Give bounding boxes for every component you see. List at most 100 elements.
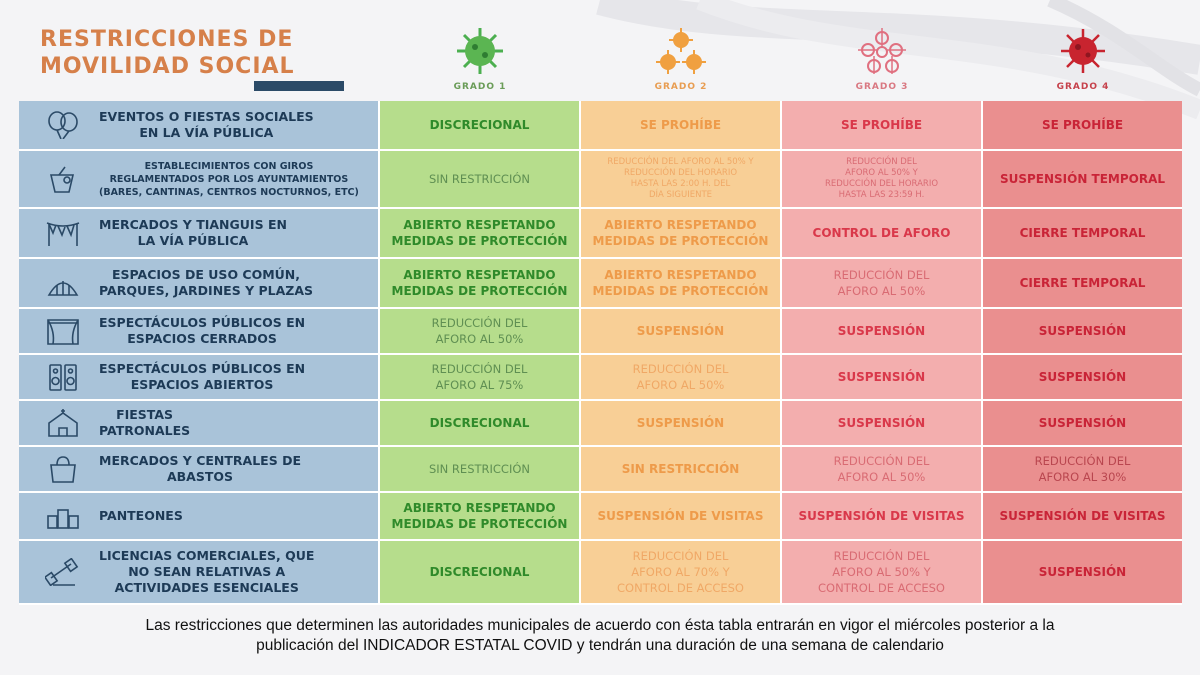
category-line: ABASTOS (166, 469, 234, 484)
restriction-cell-g2: REDUCCIÓN DEL AFORO AL 70% Y CONTROL DE AC… (580, 540, 782, 605)
restriction-cell-g4: SUSPENSIÓN (982, 540, 1182, 605)
restriction-cell-g3: REDUCCIÓN DEL AFORO AL 50% (781, 258, 983, 309)
restriction-cell-g1: DISCRECIONAL (379, 400, 581, 447)
restriction-text: AFORO AL 50% (435, 332, 524, 346)
category-label: ESPECTÁCULOS PÚBLICOS EN ESPACIOS CERRADO… (99, 315, 305, 347)
category-cell: MERCADOS Y TIANGUIS EN LA VÍA PÚBLICA (19, 208, 380, 259)
restriction-text: AFORO AL 30% (1038, 470, 1127, 484)
restriction-text: CONTROL DE AFORO (812, 226, 951, 240)
restriction-cell-g2: ABIERTO RESPETANDO MEDIDAS DE PROTECCIÓN (580, 258, 782, 309)
virus-green-icon (457, 28, 503, 74)
restriction-text: ABIERTO RESPETANDO (604, 268, 757, 282)
restriction-cell-g4: REDUCCIÓN DEL AFORO AL 30% (982, 446, 1182, 493)
category-label: ESPECTÁCULOS PÚBLICOS EN ESPACIOS ABIERTO… (99, 361, 305, 393)
restriction-cell-g4: CIERRE TEMPORAL (982, 208, 1182, 259)
restriction-text: SUSPENSIÓN (837, 416, 926, 430)
drink-icon (49, 166, 75, 193)
restriction-text: REDUCCIÓN DEL (431, 362, 528, 376)
restriction-text: AFORO AL 75% (435, 378, 524, 392)
category-line: FIESTAS (116, 407, 174, 422)
tombs-icon (47, 509, 79, 529)
restriction-cell-g4: CIERRE TEMPORAL (982, 258, 1182, 309)
restriction-cell-g1: SIN RESTRICCIÓN (379, 446, 581, 493)
category-label: FIESTAS PATRONALES (99, 407, 190, 439)
restriction-cell-g1: SIN RESTRICCIÓN (379, 150, 581, 209)
restriction-cell-g1: REDUCCIÓN DEL AFORO AL 75% (379, 354, 581, 401)
restriction-text: REDUCCIÓN DEL (431, 316, 528, 330)
restriction-text: MEDIDAS DE PROTECCIÓN (391, 284, 568, 298)
restriction-cell-g4: SUSPENSIÓN (982, 354, 1182, 401)
category-label: PANTEONES (99, 508, 183, 524)
restriction-cell-g4: SUSPENSIÓN DE VISITAS (982, 492, 1182, 541)
restriction-cell-g2: SUSPENSIÓN (580, 308, 782, 355)
category-line: REGLAMENTADOS POR LOS AYUNTAMIENTOS (109, 173, 349, 185)
restriction-text: DISCRECIONAL (429, 416, 530, 430)
restriction-text: MEDIDAS DE PROTECCIÓN (391, 517, 568, 531)
theater-icon (47, 319, 79, 345)
category-label: MERCADOS Y CENTRALES DE ABASTOS (99, 453, 301, 485)
restriction-cell-g1: ABIERTO RESPETANDO MEDIDAS DE PROTECCIÓN (379, 208, 581, 259)
restriction-text: REDUCCIÓN DEL (1034, 454, 1131, 468)
restriction-text: REDUCCIÓN DEL (833, 454, 930, 468)
restriction-cell-g1: DISCRECIONAL (379, 101, 581, 151)
category-line: EN LA VÍA PÚBLICA (139, 125, 274, 140)
restriction-cell-g1: ABIERTO RESPETANDO MEDIDAS DE PROTECCIÓN (379, 258, 581, 309)
table-row: ESPECTÁCULOS PÚBLICOS EN ESPACIOS CERRADO… (19, 308, 1182, 355)
restriction-cell-g3: SUSPENSIÓN DE VISITAS (781, 492, 983, 541)
restriction-cell-g2: SUSPENSIÓN (580, 400, 782, 447)
restriction-text: SIN RESTRICCIÓN (428, 172, 531, 186)
category-cell: ESPACIOS DE USO COMÚN, PARQUES, JARDINES … (19, 258, 380, 309)
restriction-cell-g2: REDUCCIÓN DEL AFORO AL 50% Y REDUCCIÓN DE… (580, 150, 782, 209)
gym-icon (45, 558, 79, 586)
category-line: PATRONALES (99, 423, 191, 438)
restriction-cell-g3: SUSPENSIÓN (781, 354, 983, 401)
restriction-text: SUSPENSIÓN DE VISITAS (597, 509, 764, 523)
category-line: MERCADOS Y CENTRALES DE (99, 453, 301, 468)
virus-orange-icon (656, 28, 706, 74)
category-cell: MERCADOS Y CENTRALES DE ABASTOS (19, 446, 380, 493)
restriction-cell-g2: SIN RESTRICCIÓN (580, 446, 782, 493)
restriction-cell-g4: SE PROHÍBE (982, 101, 1182, 151)
restriction-text: ABIERTO RESPETANDO (403, 501, 556, 515)
table-row: MERCADOS Y TIANGUIS EN LA VÍA PÚBLICA ABI… (19, 208, 1182, 259)
restriction-text: DISCRECIONAL (429, 565, 530, 579)
title-line-1: RESTRICCIONES DE (40, 27, 294, 52)
grade-2-label: GRADO 2 (654, 82, 708, 92)
category-line: ESPACIOS ABIERTOS (130, 377, 274, 392)
restriction-cell-g1: ABIERTO RESPETANDO MEDIDAS DE PROTECCIÓN (379, 492, 581, 541)
category-line: NO SEAN RELATIVAS A (128, 564, 286, 579)
restriction-cell-g4: SUSPENSIÓN TEMPORAL (982, 150, 1182, 209)
category-line: PARQUES, JARDINES Y PLAZAS (99, 283, 314, 298)
restriction-text: ABIERTO RESPETANDO (604, 218, 757, 232)
restriction-text: REDUCCIÓN DEL (632, 549, 729, 563)
restriction-text: SUSPENSIÓN (636, 416, 725, 430)
restriction-text: SUSPENSIÓN (837, 370, 926, 384)
restriction-text: REDUCCIÓN DEL AFORO AL 50% Y (607, 157, 754, 167)
table-row: FIESTAS PATRONALES DISCRECIONAL SUSPENSIÓN… (19, 400, 1182, 447)
category-cell: PANTEONES (19, 492, 380, 541)
restriction-text: CONTROL DE ACCESO (818, 581, 945, 595)
category-label: MERCADOS Y TIANGUIS EN LA VÍA PÚBLICA (99, 217, 287, 249)
restriction-text: AFORO AL 50% (636, 378, 725, 392)
restriction-text: CONTROL DE ACCESO (617, 581, 744, 595)
restriction-text: MEDIDAS DE PROTECCIÓN (391, 234, 568, 248)
restriction-text: REDUCCIÓN DEL (632, 362, 729, 376)
category-line: ESPACIOS CERRADOS (127, 331, 277, 346)
grade-3-header: GRADO 3 (782, 26, 982, 92)
category-label: EVENTOS O FIESTAS SOCIALES EN LA VÍA PÚBL… (99, 109, 314, 141)
restriction-cell-g3: REDUCCIÓN DEL AFORO AL 50% (781, 446, 983, 493)
restriction-cell-g3: REDUCCIÓN DEL AFORO AL 50% Y REDUCCIÓN DEL… (781, 150, 983, 209)
restriction-cell-g1: REDUCCIÓN DEL AFORO AL 50% (379, 308, 581, 355)
grade-3-label: GRADO 3 (855, 82, 909, 92)
category-cell: ESPECTÁCULOS PÚBLICOS EN ESPACIOS CERRADO… (19, 308, 380, 355)
category-line: MERCADOS Y TIANGUIS EN (99, 217, 287, 232)
restriction-cell-g3: SUSPENSIÓN (781, 308, 983, 355)
speakers-icon (49, 364, 77, 391)
table-row: LICENCIAS COMERCIALES, QUE NO SEAN RELATI… (19, 540, 1182, 605)
restriction-text: SIN RESTRICCIÓN (428, 462, 531, 476)
restrictions-table: EVENTOS O FIESTAS SOCIALES EN LA VÍA PÚBL… (19, 101, 1182, 605)
category-cell: ESTABLECIMIENTOS CON GIROS REGLAMENTADOS … (19, 150, 380, 209)
restriction-text: SIN RESTRICCIÓN (621, 462, 740, 476)
restriction-text: ABIERTO RESPETANDO (403, 268, 556, 282)
restriction-text: REDUCCIÓN DEL (846, 157, 917, 167)
